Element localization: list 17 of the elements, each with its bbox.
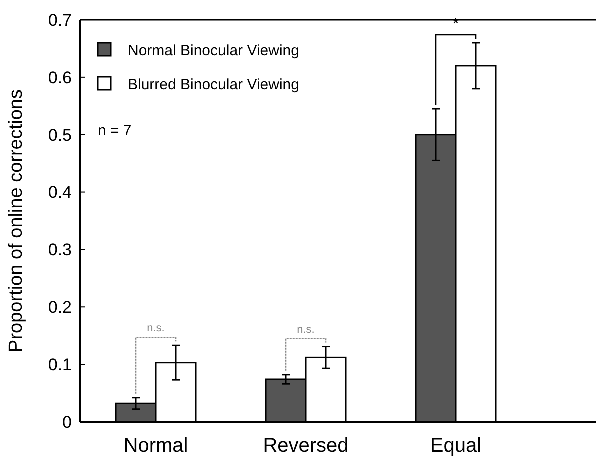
legend-label: Normal Binocular Viewing — [128, 42, 300, 60]
y-tick-label: 0.5 — [48, 126, 72, 145]
legend-label: Blurred Binocular Viewing — [128, 76, 300, 94]
y-tick-label: 0.2 — [48, 298, 72, 318]
y-tick-label: 0.3 — [48, 240, 72, 260]
x-tick-label: Normal — [124, 435, 188, 457]
y-tick-label: 0.4 — [48, 183, 72, 202]
annotation: n = 7 — [98, 122, 132, 140]
y-axis-title: Proportion of online corrections — [6, 90, 27, 352]
x-tick-label: Reversed — [263, 435, 349, 457]
y-tick-label: 0.1 — [48, 356, 72, 375]
y-tick-label: 0.7 — [48, 10, 72, 30]
annotation: n.s. — [147, 322, 165, 335]
y-tick-label: 0.6 — [48, 68, 72, 88]
annotation: n.s. — [297, 324, 315, 336]
x-tick-label: Equal — [430, 435, 482, 457]
y-tick-label: 0 — [62, 412, 72, 432]
